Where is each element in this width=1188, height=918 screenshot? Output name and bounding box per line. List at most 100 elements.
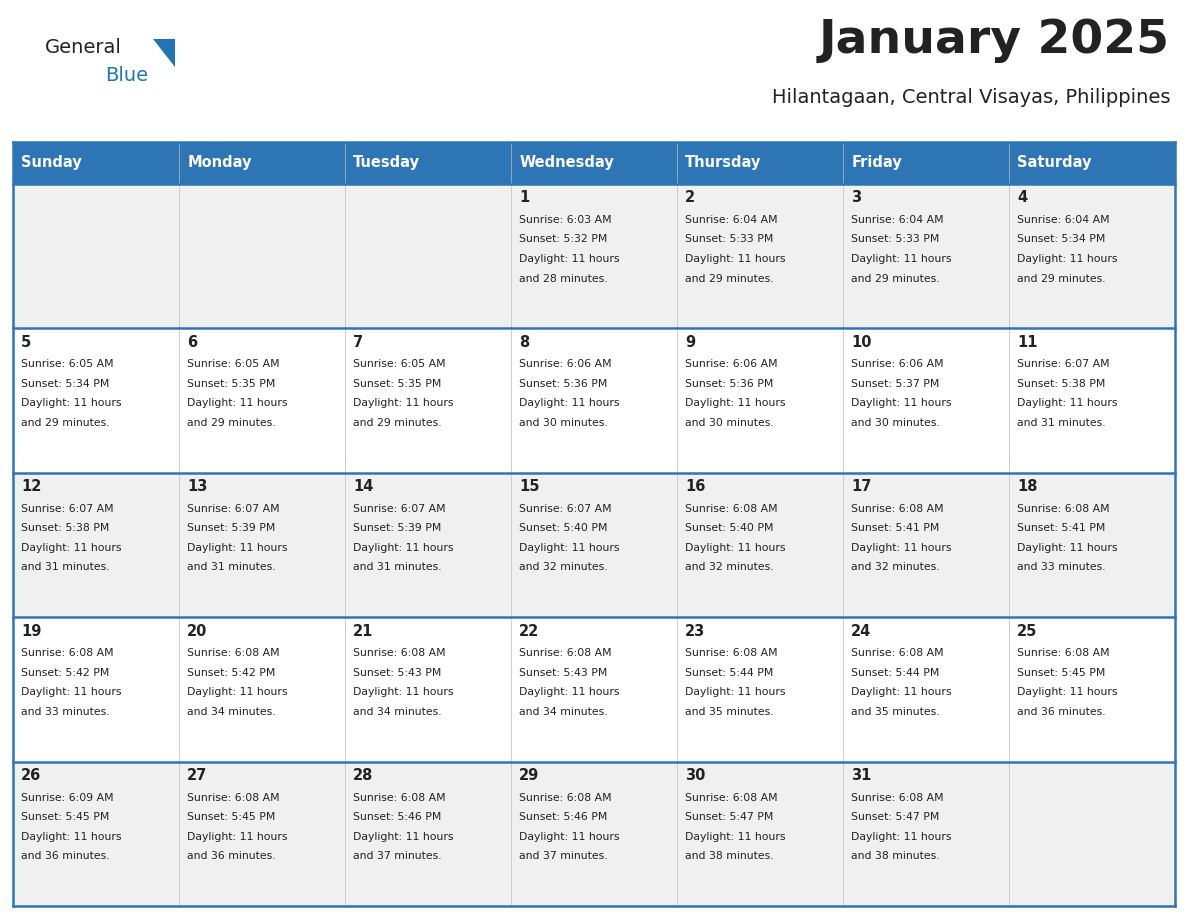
Text: Sunrise: 6:03 AM: Sunrise: 6:03 AM bbox=[519, 215, 612, 225]
Bar bbox=[13, 142, 1175, 184]
Text: Thursday: Thursday bbox=[685, 155, 762, 171]
Text: Daylight: 11 hours: Daylight: 11 hours bbox=[1017, 543, 1118, 553]
Text: Daylight: 11 hours: Daylight: 11 hours bbox=[1017, 398, 1118, 409]
Text: Sunset: 5:32 PM: Sunset: 5:32 PM bbox=[519, 234, 608, 244]
Text: 21: 21 bbox=[353, 623, 374, 639]
Text: Daylight: 11 hours: Daylight: 11 hours bbox=[685, 543, 785, 553]
Text: Daylight: 11 hours: Daylight: 11 hours bbox=[1017, 254, 1118, 264]
Text: 4: 4 bbox=[1017, 191, 1028, 206]
Text: Sunrise: 6:05 AM: Sunrise: 6:05 AM bbox=[21, 360, 114, 369]
Bar bbox=[13, 762, 1175, 906]
Text: Daylight: 11 hours: Daylight: 11 hours bbox=[353, 688, 454, 697]
Text: Sunrise: 6:08 AM: Sunrise: 6:08 AM bbox=[685, 792, 778, 802]
Text: Daylight: 11 hours: Daylight: 11 hours bbox=[519, 688, 620, 697]
Text: Sunrise: 6:07 AM: Sunrise: 6:07 AM bbox=[519, 504, 612, 514]
Text: Sunset: 5:41 PM: Sunset: 5:41 PM bbox=[852, 523, 940, 533]
Text: Sunset: 5:35 PM: Sunset: 5:35 PM bbox=[353, 379, 442, 389]
Bar bbox=[13, 329, 1175, 473]
Text: Sunset: 5:34 PM: Sunset: 5:34 PM bbox=[1017, 234, 1106, 244]
Text: 23: 23 bbox=[685, 623, 706, 639]
Text: Daylight: 11 hours: Daylight: 11 hours bbox=[852, 398, 952, 409]
Text: Daylight: 11 hours: Daylight: 11 hours bbox=[188, 543, 287, 553]
Text: Daylight: 11 hours: Daylight: 11 hours bbox=[519, 254, 620, 264]
Text: and 32 minutes.: and 32 minutes. bbox=[852, 563, 940, 572]
Bar bbox=[13, 473, 1175, 617]
Text: 14: 14 bbox=[353, 479, 374, 494]
Text: Sunset: 5:46 PM: Sunset: 5:46 PM bbox=[519, 812, 608, 823]
Bar bbox=[13, 617, 1175, 762]
Text: and 36 minutes.: and 36 minutes. bbox=[1017, 707, 1106, 717]
Text: Daylight: 11 hours: Daylight: 11 hours bbox=[685, 254, 785, 264]
Text: Sunset: 5:45 PM: Sunset: 5:45 PM bbox=[1017, 667, 1106, 677]
Text: Sunrise: 6:07 AM: Sunrise: 6:07 AM bbox=[1017, 360, 1110, 369]
Text: and 28 minutes.: and 28 minutes. bbox=[519, 274, 608, 284]
Text: 13: 13 bbox=[188, 479, 208, 494]
Text: Daylight: 11 hours: Daylight: 11 hours bbox=[685, 688, 785, 697]
Text: 31: 31 bbox=[852, 768, 872, 783]
Text: Sunrise: 6:08 AM: Sunrise: 6:08 AM bbox=[519, 792, 612, 802]
Text: Daylight: 11 hours: Daylight: 11 hours bbox=[685, 398, 785, 409]
Text: Daylight: 11 hours: Daylight: 11 hours bbox=[188, 688, 287, 697]
Text: and 29 minutes.: and 29 minutes. bbox=[1017, 274, 1106, 284]
Text: Sunset: 5:40 PM: Sunset: 5:40 PM bbox=[519, 523, 608, 533]
Text: Sunrise: 6:08 AM: Sunrise: 6:08 AM bbox=[685, 648, 778, 658]
Text: and 35 minutes.: and 35 minutes. bbox=[852, 707, 940, 717]
Text: 27: 27 bbox=[188, 768, 208, 783]
Text: Monday: Monday bbox=[188, 155, 252, 171]
Text: Sunset: 5:41 PM: Sunset: 5:41 PM bbox=[1017, 523, 1106, 533]
Text: and 37 minutes.: and 37 minutes. bbox=[353, 851, 442, 861]
Text: Daylight: 11 hours: Daylight: 11 hours bbox=[852, 543, 952, 553]
Text: Sunset: 5:45 PM: Sunset: 5:45 PM bbox=[188, 812, 276, 823]
Text: 5: 5 bbox=[21, 335, 32, 350]
Text: Daylight: 11 hours: Daylight: 11 hours bbox=[353, 543, 454, 553]
Text: and 33 minutes.: and 33 minutes. bbox=[21, 707, 110, 717]
Text: Sunrise: 6:08 AM: Sunrise: 6:08 AM bbox=[188, 792, 280, 802]
Text: Sunrise: 6:08 AM: Sunrise: 6:08 AM bbox=[685, 504, 778, 514]
Text: Sunset: 5:33 PM: Sunset: 5:33 PM bbox=[852, 234, 940, 244]
Text: Sunrise: 6:08 AM: Sunrise: 6:08 AM bbox=[353, 792, 446, 802]
Text: and 31 minutes.: and 31 minutes. bbox=[188, 563, 276, 572]
Text: and 32 minutes.: and 32 minutes. bbox=[685, 563, 773, 572]
Text: 8: 8 bbox=[519, 335, 530, 350]
Text: Daylight: 11 hours: Daylight: 11 hours bbox=[21, 688, 122, 697]
Text: and 36 minutes.: and 36 minutes. bbox=[188, 851, 276, 861]
Text: and 36 minutes.: and 36 minutes. bbox=[21, 851, 110, 861]
Text: 26: 26 bbox=[21, 768, 42, 783]
Text: and 34 minutes.: and 34 minutes. bbox=[353, 707, 442, 717]
Text: Sunset: 5:45 PM: Sunset: 5:45 PM bbox=[21, 812, 109, 823]
Text: Daylight: 11 hours: Daylight: 11 hours bbox=[21, 398, 122, 409]
Text: Hilantagaan, Central Visayas, Philippines: Hilantagaan, Central Visayas, Philippine… bbox=[771, 88, 1170, 107]
Text: Sunset: 5:47 PM: Sunset: 5:47 PM bbox=[685, 812, 773, 823]
Text: Wednesday: Wednesday bbox=[519, 155, 614, 171]
Text: 19: 19 bbox=[21, 623, 42, 639]
Text: and 35 minutes.: and 35 minutes. bbox=[685, 707, 773, 717]
Text: Blue: Blue bbox=[105, 66, 148, 85]
Text: 30: 30 bbox=[685, 768, 706, 783]
Text: Sunset: 5:42 PM: Sunset: 5:42 PM bbox=[21, 667, 109, 677]
Text: Sunrise: 6:05 AM: Sunrise: 6:05 AM bbox=[353, 360, 446, 369]
Text: 12: 12 bbox=[21, 479, 42, 494]
Text: and 38 minutes.: and 38 minutes. bbox=[685, 851, 773, 861]
Text: Sunset: 5:36 PM: Sunset: 5:36 PM bbox=[685, 379, 773, 389]
Text: Sunset: 5:35 PM: Sunset: 5:35 PM bbox=[188, 379, 276, 389]
Text: Sunset: 5:37 PM: Sunset: 5:37 PM bbox=[852, 379, 940, 389]
Text: Sunset: 5:39 PM: Sunset: 5:39 PM bbox=[188, 523, 276, 533]
Text: Sunrise: 6:08 AM: Sunrise: 6:08 AM bbox=[852, 792, 944, 802]
Text: and 29 minutes.: and 29 minutes. bbox=[685, 274, 773, 284]
Text: Sunrise: 6:06 AM: Sunrise: 6:06 AM bbox=[519, 360, 612, 369]
Text: Daylight: 11 hours: Daylight: 11 hours bbox=[1017, 688, 1118, 697]
Text: General: General bbox=[45, 38, 122, 57]
Text: Sunset: 5:40 PM: Sunset: 5:40 PM bbox=[685, 523, 773, 533]
Text: and 29 minutes.: and 29 minutes. bbox=[353, 418, 442, 428]
Text: and 37 minutes.: and 37 minutes. bbox=[519, 851, 608, 861]
Text: Saturday: Saturday bbox=[1017, 155, 1092, 171]
Text: Daylight: 11 hours: Daylight: 11 hours bbox=[519, 832, 620, 842]
Text: and 29 minutes.: and 29 minutes. bbox=[852, 274, 940, 284]
Text: Sunrise: 6:08 AM: Sunrise: 6:08 AM bbox=[188, 648, 280, 658]
Text: 3: 3 bbox=[852, 191, 861, 206]
Text: Sunset: 5:43 PM: Sunset: 5:43 PM bbox=[353, 667, 442, 677]
Text: Sunrise: 6:04 AM: Sunrise: 6:04 AM bbox=[685, 215, 778, 225]
Text: Daylight: 11 hours: Daylight: 11 hours bbox=[188, 832, 287, 842]
Text: Daylight: 11 hours: Daylight: 11 hours bbox=[188, 398, 287, 409]
Text: Tuesday: Tuesday bbox=[353, 155, 421, 171]
